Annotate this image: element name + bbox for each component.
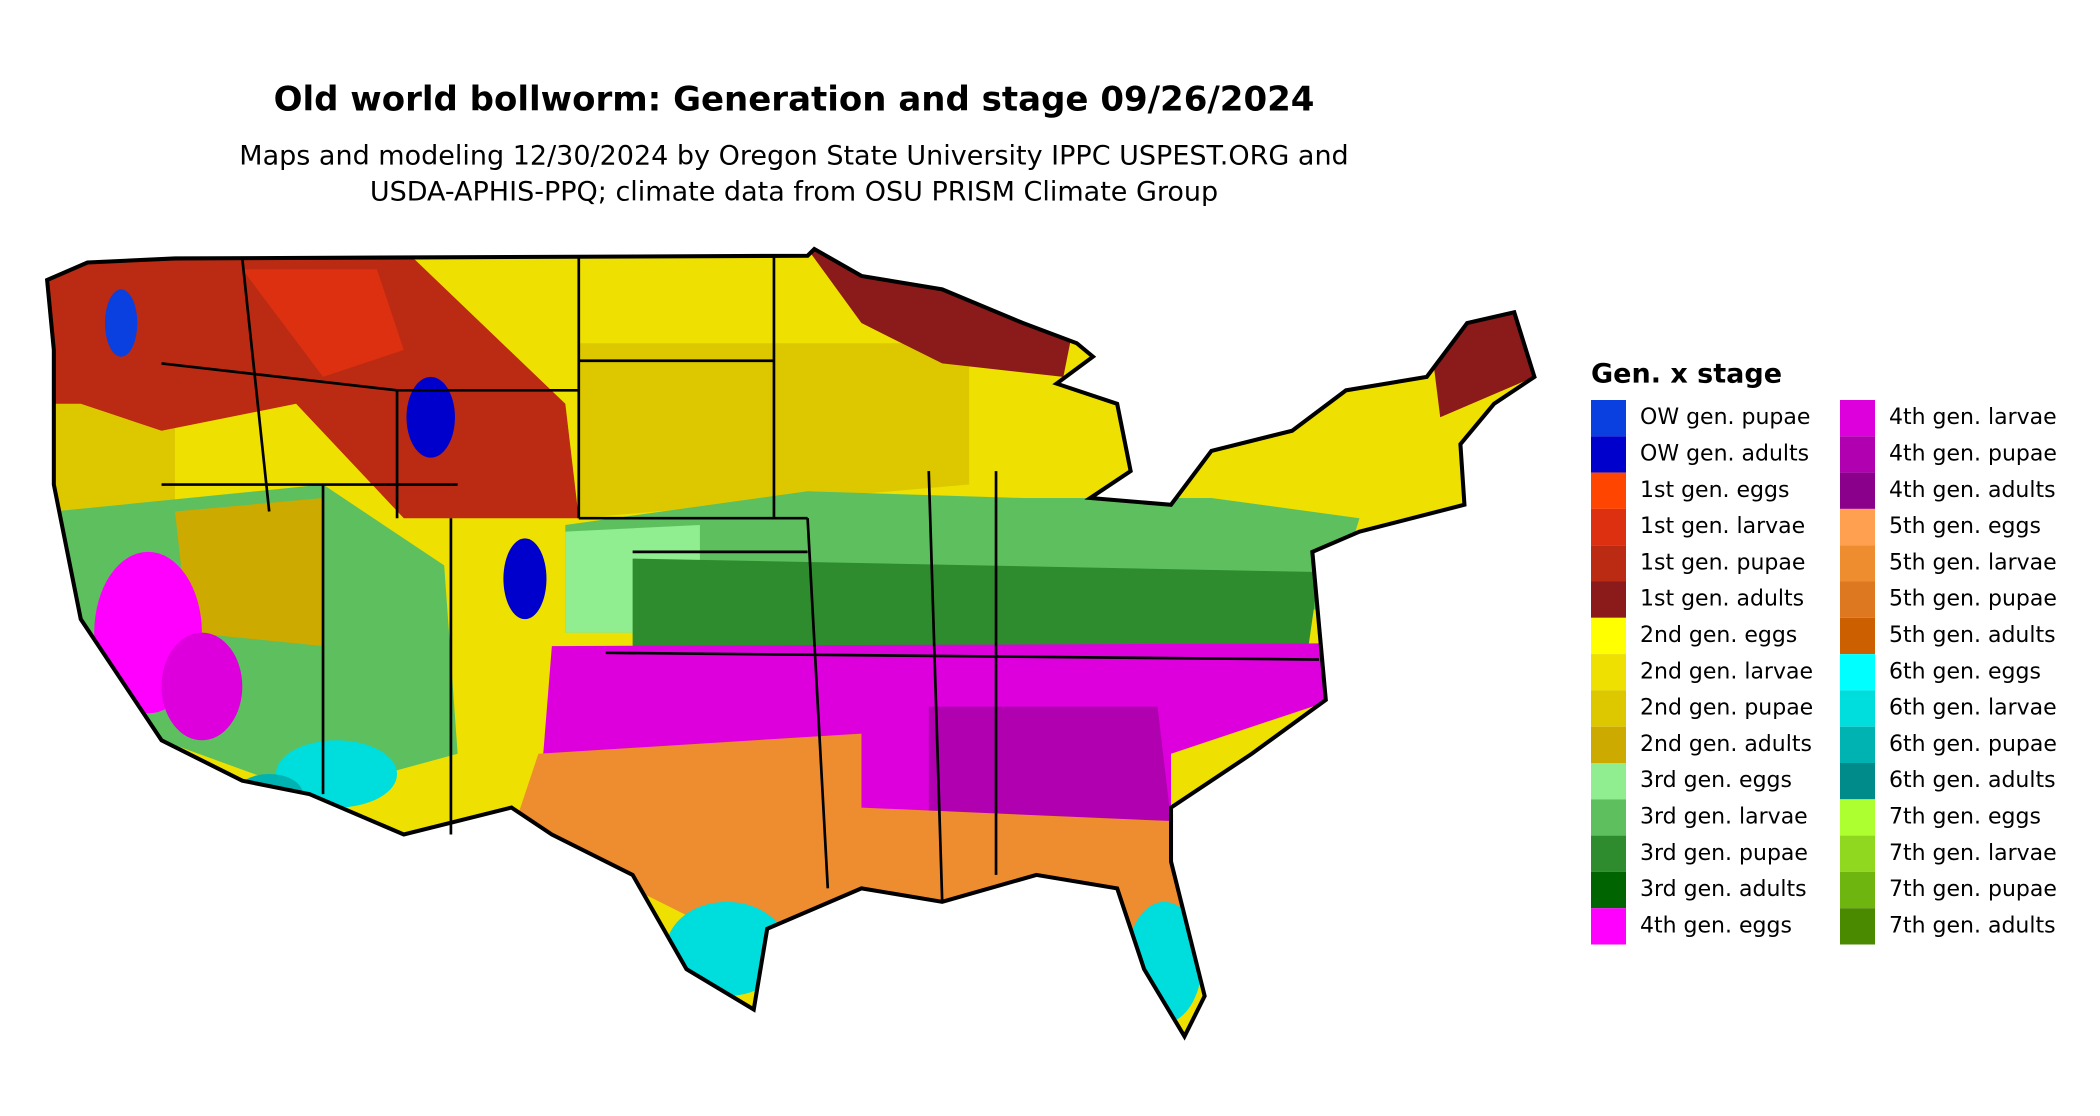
legend-label: 7th gen. pupae [1889,877,2057,902]
legend-label: 1st gen. pupae [1640,550,1805,575]
map-title: Old world bollworm: Generation and stage… [274,80,1315,120]
legend-swatch [1591,400,1626,437]
region [275,740,398,808]
legend-label: 4th gen. eggs [1640,913,1792,938]
legend-label: 2nd gen. adults [1640,732,1812,757]
legend-label: OW gen. pupae [1640,405,1810,430]
legend-swatch [1840,799,1875,836]
legend-label: 2nd gen. eggs [1640,623,1797,648]
legend-swatch [1591,654,1626,691]
map-regions [47,249,1535,1037]
legend-label: 5th gen. eggs [1889,514,2041,539]
legend-swatch [1840,581,1875,618]
legend-label: 6th gen. adults [1889,768,2056,793]
legend-label: 3rd gen. pupae [1640,841,1808,866]
legend-swatch [1840,654,1875,691]
legend-swatch [1840,617,1875,655]
legend-label: 6th gen. eggs [1889,659,2041,684]
legend-swatch [1591,436,1626,473]
region [503,538,547,620]
region [928,706,1172,822]
legend-label: 7th gen. larvae [1889,841,2057,866]
legend-swatch [1840,472,1875,509]
region [104,289,138,357]
legend-swatch [1840,436,1875,473]
legend-swatch [1591,726,1626,763]
legend-swatch [1591,835,1626,872]
legend-swatch [1591,617,1626,655]
legend-label: OW gen. adults [1640,441,1809,466]
legend-label: 5th gen. pupae [1889,587,2057,612]
legend-swatch [1840,400,1875,437]
legend-swatch [1840,763,1875,800]
legend-label: 3rd gen. adults [1640,877,1807,902]
legend-swatch [1591,871,1626,909]
legend-label: 4th gen. pupae [1889,441,2057,466]
legend-label: 1st gen. eggs [1640,478,1789,503]
legend-label: 2nd gen. larvae [1640,659,1813,684]
legend-swatch [1591,763,1626,800]
legend-swatch [1840,835,1875,872]
map-subtitle: USDA-APHIS-PPQ; climate data from OSU PR… [370,177,1218,208]
legend-swatch [1840,508,1875,546]
legend-swatch [1591,545,1626,582]
legend-label: 2nd gen. pupae [1640,696,1813,721]
legend-label: 5th gen. larvae [1889,550,2057,575]
legend-swatch [1591,472,1626,509]
legend-title: Gen. x stage [1591,359,1782,390]
map [0,202,1615,1116]
legend-swatch [1591,908,1626,945]
region [406,376,455,458]
legend-label: 3rd gen. larvae [1640,804,1808,829]
legend-label: 6th gen. larvae [1889,696,2057,721]
legend-label: 7th gen. eggs [1889,804,2041,829]
legend-swatch [1591,581,1626,618]
region [807,249,1077,377]
region [47,249,579,519]
region [242,269,404,377]
legend-label: 5th gen. adults [1889,623,2056,648]
legend-label: 3rd gen. eggs [1640,768,1792,793]
legend-label: 4th gen. adults [1889,478,2056,503]
region [632,558,1320,667]
region [174,498,324,647]
map-subtitle: Maps and modeling 12/30/2024 by Oregon S… [239,141,1348,172]
legend-swatch [1840,871,1875,909]
legend-swatch [1591,508,1626,546]
legend-swatch [1591,690,1626,727]
legend-label: 7th gen. adults [1889,913,2056,938]
legend-swatch [1840,726,1875,763]
legend-label: 1st gen. larvae [1640,514,1805,539]
legend-swatch [1840,690,1875,727]
legend-label: 6th gen. pupae [1889,732,2057,757]
legend-swatch [1840,545,1875,582]
region [161,632,243,741]
legend-label: 4th gen. larvae [1889,405,2057,430]
state-lines [161,255,1320,902]
legend-swatch [1840,908,1875,945]
legend-swatch [1591,799,1626,836]
legend-label: 1st gen. adults [1640,587,1804,612]
region [666,901,788,997]
legend: OW gen. pupae OW gen. adults 1st gen. eggs… [1591,400,2057,945]
